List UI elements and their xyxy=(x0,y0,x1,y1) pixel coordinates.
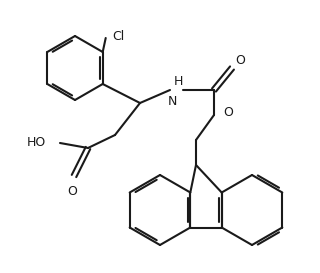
Text: H: H xyxy=(173,75,183,88)
Text: HO: HO xyxy=(27,136,46,150)
Text: O: O xyxy=(67,185,77,198)
Text: Cl: Cl xyxy=(113,29,125,43)
Text: O: O xyxy=(223,105,233,118)
Text: O: O xyxy=(235,55,245,67)
Text: N: N xyxy=(167,95,177,108)
